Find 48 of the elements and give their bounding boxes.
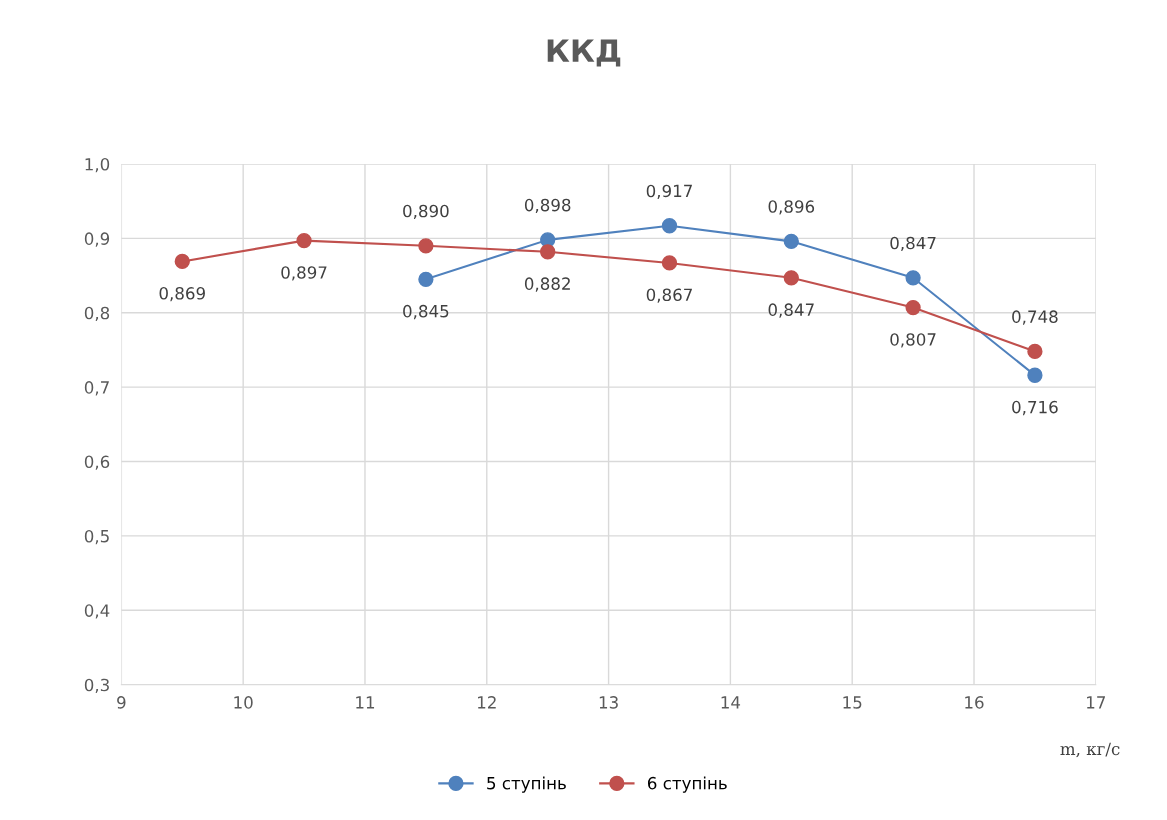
chart-title: ККД bbox=[547, 39, 621, 67]
point bbox=[296, 232, 312, 249]
data-label: 0,748 bbox=[1012, 310, 1058, 325]
point bbox=[418, 238, 434, 254]
x-tick-label: 10 bbox=[234, 696, 253, 709]
y-tick-label: 0,4 bbox=[84, 604, 110, 619]
point bbox=[661, 255, 678, 271]
y-tick-label: 0,7 bbox=[84, 381, 109, 396]
data-label: 0,898 bbox=[524, 198, 571, 214]
data-label: 0,845 bbox=[403, 304, 449, 320]
data-label: 0,897 bbox=[281, 266, 327, 281]
y-tick-label: 0,9 bbox=[84, 232, 110, 247]
data-label: 0,917 bbox=[646, 184, 692, 199]
point bbox=[1027, 367, 1043, 383]
x-tick-label: 11 bbox=[356, 696, 375, 709]
x-tick-label: 13 bbox=[599, 696, 618, 709]
x-tick-label: 9 bbox=[117, 696, 126, 709]
point bbox=[661, 218, 678, 234]
data-label: 0,890 bbox=[403, 204, 449, 220]
point bbox=[905, 299, 921, 316]
x-tick-label: 14 bbox=[721, 696, 741, 709]
point bbox=[905, 270, 921, 286]
data-label: 0,716 bbox=[1012, 400, 1058, 416]
y-tick-label: 0,3 bbox=[84, 678, 109, 693]
point bbox=[174, 253, 190, 270]
data-label: 0,882 bbox=[524, 277, 570, 292]
data-label: 0,869 bbox=[159, 287, 205, 302]
point bbox=[540, 244, 556, 260]
point bbox=[783, 270, 799, 286]
x-axis-title: m, кг/с bbox=[1060, 742, 1120, 758]
legend-label: 5 ступінь bbox=[487, 776, 566, 793]
x-tick-label: 17 bbox=[1087, 696, 1105, 709]
point bbox=[418, 271, 434, 287]
data-label: 0,847 bbox=[768, 303, 814, 318]
point bbox=[1027, 343, 1043, 360]
x-tick-label: 12 bbox=[478, 696, 496, 709]
data-label: 0,847 bbox=[890, 236, 936, 252]
data-label: 0,807 bbox=[890, 333, 936, 348]
point bbox=[783, 233, 799, 250]
y-tick-label: 0,5 bbox=[84, 529, 109, 545]
y-tick-label: 1,0 bbox=[85, 157, 110, 173]
data-label: 0,896 bbox=[768, 200, 815, 215]
data-label: 0,867 bbox=[646, 288, 692, 303]
x-tick-label: 16 bbox=[965, 696, 984, 709]
legend-label: 6 ступінь bbox=[648, 776, 727, 793]
y-tick-label: 0,8 bbox=[84, 306, 110, 322]
y-tick-label: 0,6 bbox=[84, 455, 110, 470]
x-tick-label: 15 bbox=[843, 696, 862, 709]
